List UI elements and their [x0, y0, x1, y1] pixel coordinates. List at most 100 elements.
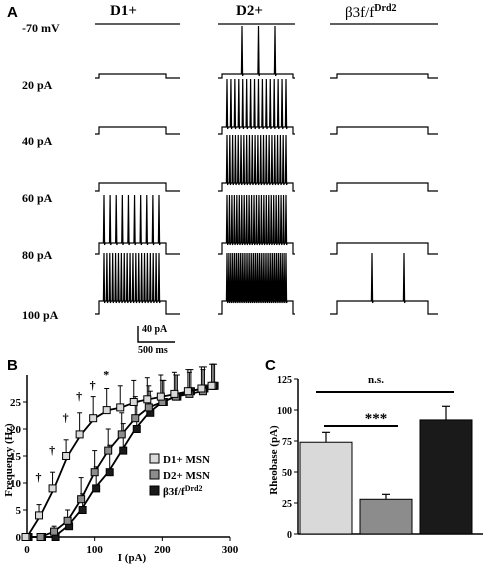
trace-2-4 — [330, 242, 438, 255]
c-bars — [299, 391, 473, 535]
trace-1-5 — [218, 252, 295, 315]
c-y-tick-label: 0 — [287, 530, 292, 541]
b-point — [75, 430, 84, 439]
trace-2-5 — [330, 252, 438, 315]
row-label-20pa: 20 pA — [22, 78, 53, 92]
b-legend-swatch — [149, 469, 160, 480]
trace-0-4 — [95, 194, 180, 255]
b-legend-label: β3f/fDrd2 — [163, 484, 202, 498]
panel-a-letter: A — [7, 4, 18, 21]
b-x-axis-label: I (pA) — [118, 552, 147, 564]
trace-0-2 — [95, 126, 180, 135]
b-point — [90, 468, 99, 477]
column-title-d2: D2+ — [236, 3, 263, 19]
b-series: † † † † † * — [21, 363, 219, 541]
trace-1-2 — [218, 78, 295, 135]
c-y-tick-label: 100 — [277, 406, 292, 417]
b-sig-mark: * — [103, 367, 109, 381]
trace-grid — [95, 23, 438, 343]
trace-1-1 — [218, 25, 295, 79]
b-y-tick-label: 25 — [10, 397, 22, 409]
column-title-b3-sup: Drd2 — [374, 3, 397, 14]
b-sig-mark: † — [76, 389, 82, 403]
b-point — [102, 406, 111, 415]
b-legend: D1+ MSN D2+ MSN β3f/fDrd2 — [149, 453, 210, 498]
b-sig-mark: † — [36, 470, 42, 484]
b-sig-mark: † — [49, 443, 55, 457]
b-point — [119, 446, 128, 455]
scale-bar-lines — [137, 326, 175, 343]
frequency-chart: 0 100 200 300 0 5 10 15 20 25 † † † † † * D1+ MSN D2+ M… — [3, 363, 239, 564]
trace-0-5 — [95, 252, 180, 315]
b-sig-mark: † — [90, 378, 96, 392]
scale-bar-current: 40 pA — [142, 324, 168, 335]
b-point — [156, 392, 165, 401]
trace-2-1 — [330, 73, 438, 79]
b-legend-swatch — [149, 453, 160, 464]
b-point — [116, 403, 125, 412]
b-x-tick-label: 200 — [154, 544, 171, 556]
c-ns-label: n.s. — [368, 374, 384, 386]
b-point — [132, 425, 141, 433]
row-label-40pa: 40 pA — [22, 134, 53, 148]
c-y-tick-label: 125 — [277, 375, 292, 386]
trace-1-3 — [218, 134, 295, 192]
b-y-tick-label: 0 — [16, 532, 22, 544]
b-point — [50, 527, 59, 536]
scale-bar — [137, 326, 175, 343]
traces-group — [95, 23, 438, 315]
trace-0-1 — [95, 73, 180, 79]
c-bar-1 — [359, 498, 413, 535]
b-y-tick-label: 15 — [10, 451, 22, 463]
c-y-tick-label: 25 — [282, 499, 292, 510]
b-point — [105, 468, 114, 477]
trace-2-2 — [330, 126, 438, 135]
b-point — [117, 430, 126, 439]
b-legend-label: D2+ MSN — [163, 470, 210, 482]
b-point — [104, 446, 113, 455]
row-label-100pa: 100 pA — [22, 308, 59, 322]
b-point — [129, 398, 138, 406]
b-legend-swatch — [149, 485, 160, 496]
b-legend-sup: Drd2 — [185, 484, 203, 493]
panel-c-letter: C — [265, 357, 276, 374]
b-point — [62, 452, 71, 460]
row-label-80pa: 80 pA — [22, 248, 53, 262]
b-point — [144, 403, 153, 412]
row-label-60pa: 60 pA — [22, 191, 53, 205]
column-title-d1: D1+ — [110, 3, 137, 19]
b-point — [131, 414, 140, 423]
b-y-tick-label: 5 — [16, 505, 22, 517]
b-x-tick-label: 300 — [222, 544, 239, 556]
b-legend-label: D1+ MSN — [163, 454, 210, 466]
b-y-tick-label: 20 — [10, 424, 22, 436]
b-point — [21, 533, 30, 541]
b-y-tick-label: 10 — [10, 478, 22, 490]
b-sig-mark: † — [63, 411, 69, 425]
trace-1-4 — [218, 194, 295, 255]
scale-bar-time: 500 ms — [138, 345, 168, 356]
c-y-tick-label: 50 — [282, 468, 292, 479]
b-point — [92, 484, 101, 493]
b-x-tick-label: 100 — [86, 544, 103, 556]
c-y-tick-label: 75 — [282, 437, 292, 448]
b-point — [183, 387, 192, 396]
trace-2-3 — [330, 182, 438, 192]
b-point — [170, 389, 179, 398]
c-bar-2 — [419, 419, 473, 535]
column-title-b3-base: β3f/f — [345, 5, 375, 21]
b-y-axis-label: Frequency (Hz) — [3, 423, 15, 497]
c-sig-label: *** — [365, 411, 388, 427]
trace-0-3 — [95, 182, 180, 192]
b-point — [207, 381, 216, 390]
b-point — [63, 516, 72, 525]
panel-b-letter: B — [7, 357, 18, 374]
c-bar-0 — [299, 441, 353, 535]
b-point — [89, 414, 98, 423]
column-title-b3: β3f/fDrd2 — [345, 3, 397, 22]
b-point — [35, 511, 44, 520]
rheobase-chart: 0 25 50 75 100 125 Rheobase (pA) n.s. *** — [268, 374, 483, 541]
b-point — [197, 384, 206, 393]
row-label-rest: -70 mV — [22, 21, 60, 35]
c-y-axis-label: Rheobase (pA) — [268, 425, 280, 495]
